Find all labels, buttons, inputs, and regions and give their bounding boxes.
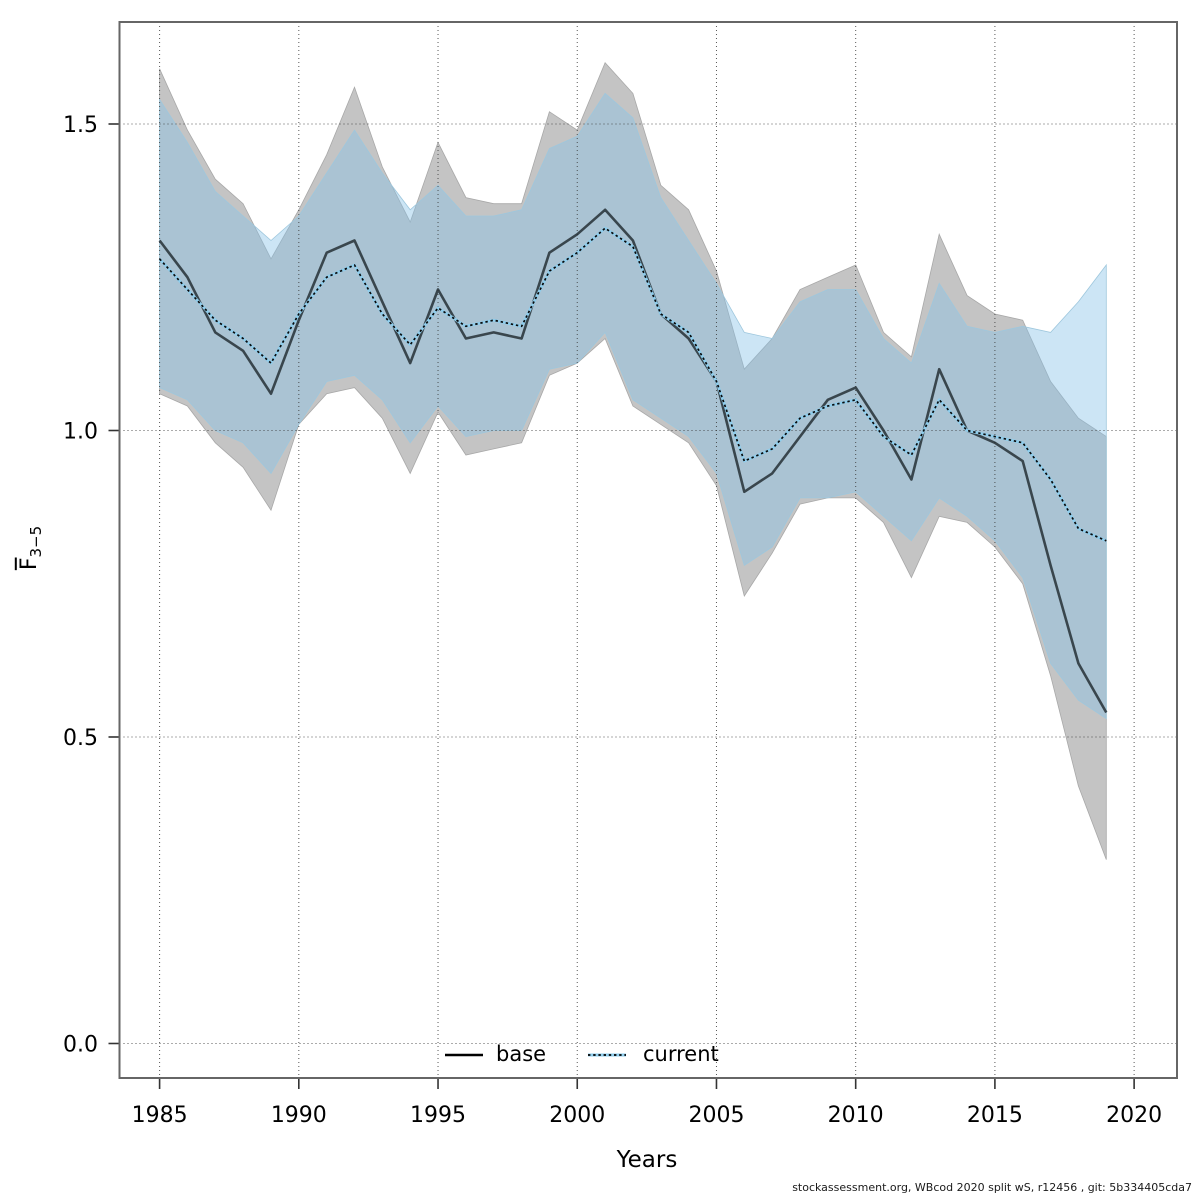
- x-tick-label: 2005: [688, 1103, 744, 1128]
- x-axis-label: Years: [616, 1147, 678, 1173]
- x-tick-label: 2015: [967, 1103, 1023, 1128]
- y-axis-label-subscript: 3−5: [27, 525, 46, 558]
- x-tick-label: 2010: [828, 1103, 884, 1128]
- x-tick-label: 2020: [1106, 1103, 1162, 1128]
- y-tick-label: 0.5: [63, 726, 98, 751]
- footer-citation: stockassessment.org, WBcod 2020 split wS…: [792, 1181, 1192, 1194]
- y-axis-label-symbol: F: [16, 557, 42, 571]
- base-confidence-band: [159, 61, 1107, 860]
- x-tick-label: 1990: [271, 1103, 327, 1128]
- current-confidence-band: [159, 92, 1107, 720]
- x-tick-label: 1985: [132, 1103, 188, 1128]
- base-mean-line: [158, 208, 1108, 714]
- current-mean-line: [158, 227, 1107, 542]
- plot-border: [118, 21, 1178, 1079]
- x-tick-label: 2000: [549, 1103, 605, 1128]
- legend-label-base: base: [496, 1042, 547, 1066]
- y-axis-label: F3−5: [17, 526, 45, 570]
- y-tick-label: 1.5: [63, 113, 98, 138]
- y-tick-label: 0.0: [63, 1032, 98, 1057]
- x-tick-label: 1995: [410, 1103, 466, 1128]
- y-tick-label: 1.0: [63, 419, 98, 444]
- legend-label-current: current: [643, 1042, 719, 1066]
